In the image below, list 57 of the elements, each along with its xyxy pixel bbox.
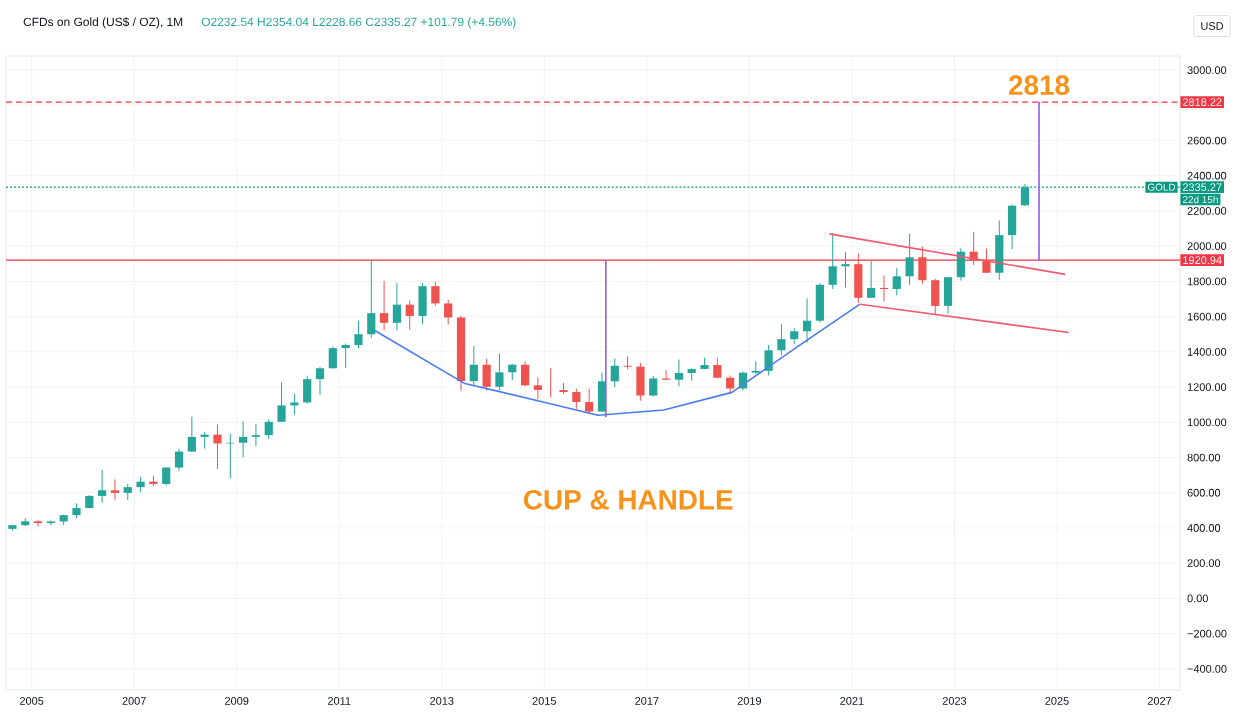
candlestick xyxy=(174,448,184,472)
candlestick xyxy=(392,282,402,331)
candlestick xyxy=(764,344,773,376)
candlestick xyxy=(213,423,222,470)
candlestick xyxy=(354,320,363,350)
candlestick xyxy=(315,366,325,396)
candlestick xyxy=(995,219,1004,281)
candlestick xyxy=(623,355,632,370)
candlestick xyxy=(418,282,427,325)
candlestick xyxy=(982,247,991,274)
candlestick xyxy=(520,361,530,387)
candlestick xyxy=(892,267,901,296)
candlestick xyxy=(444,299,453,326)
candlestick xyxy=(751,360,760,375)
candlestick xyxy=(777,323,786,356)
candlestick xyxy=(828,232,837,290)
candlestick xyxy=(379,280,389,331)
candlestick xyxy=(187,416,196,453)
candlestick xyxy=(405,299,414,330)
candlestick xyxy=(110,478,120,501)
candlestick xyxy=(290,393,299,416)
candlestick xyxy=(674,358,683,387)
candlestick xyxy=(943,276,953,315)
candlestick xyxy=(572,388,581,410)
candlestick xyxy=(239,420,248,458)
candlestick xyxy=(815,282,824,323)
candlestick xyxy=(303,375,312,405)
candlestick xyxy=(802,297,812,344)
candlestick xyxy=(905,233,914,286)
candlestick xyxy=(636,362,645,402)
annotation: 2818 xyxy=(1008,75,1070,96)
candlestick xyxy=(251,423,261,447)
annotation: CUP & HANDLE xyxy=(524,489,733,510)
candlestick xyxy=(495,352,504,391)
candlestick xyxy=(854,252,863,304)
candlestick xyxy=(367,259,376,339)
candlestick xyxy=(867,260,876,299)
candlestick xyxy=(661,369,671,381)
candlestick xyxy=(585,388,594,415)
candlestick xyxy=(341,342,350,369)
candlestick xyxy=(533,376,542,400)
candlestick xyxy=(277,381,286,423)
candlestick xyxy=(264,418,273,440)
candlestick xyxy=(649,375,658,398)
candlestick xyxy=(482,358,491,391)
candlestick xyxy=(1008,204,1017,250)
candlestick xyxy=(918,246,927,285)
candlestick xyxy=(98,469,107,504)
candlestick xyxy=(931,278,940,315)
candlestick xyxy=(469,345,478,387)
candlestick xyxy=(328,345,337,370)
candlestick xyxy=(33,519,43,527)
candlestick xyxy=(610,358,619,388)
candlestick xyxy=(841,251,850,289)
candlestick xyxy=(1020,183,1030,207)
candlestick xyxy=(431,281,440,307)
candlestick xyxy=(162,466,171,486)
